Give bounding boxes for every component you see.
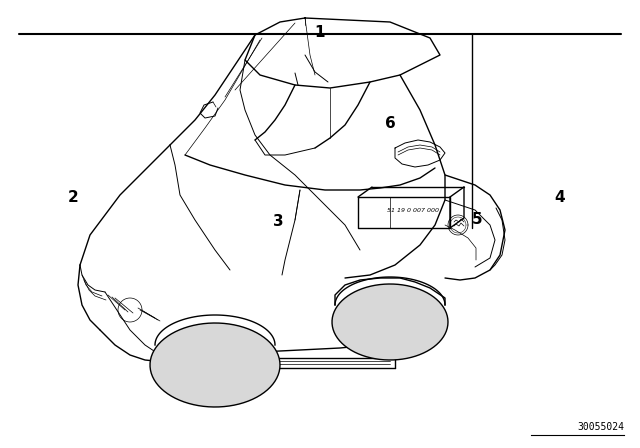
Text: 6: 6 <box>385 116 396 131</box>
Text: 3: 3 <box>273 214 284 229</box>
Text: 1: 1 <box>315 25 325 40</box>
Polygon shape <box>150 323 280 407</box>
Polygon shape <box>332 284 448 360</box>
Text: 5: 5 <box>472 212 482 227</box>
Text: 30055024: 30055024 <box>577 422 624 432</box>
Text: 4: 4 <box>555 190 565 205</box>
Text: 51 19 0 007 000: 51 19 0 007 000 <box>387 208 439 213</box>
Text: 2: 2 <box>68 190 79 205</box>
